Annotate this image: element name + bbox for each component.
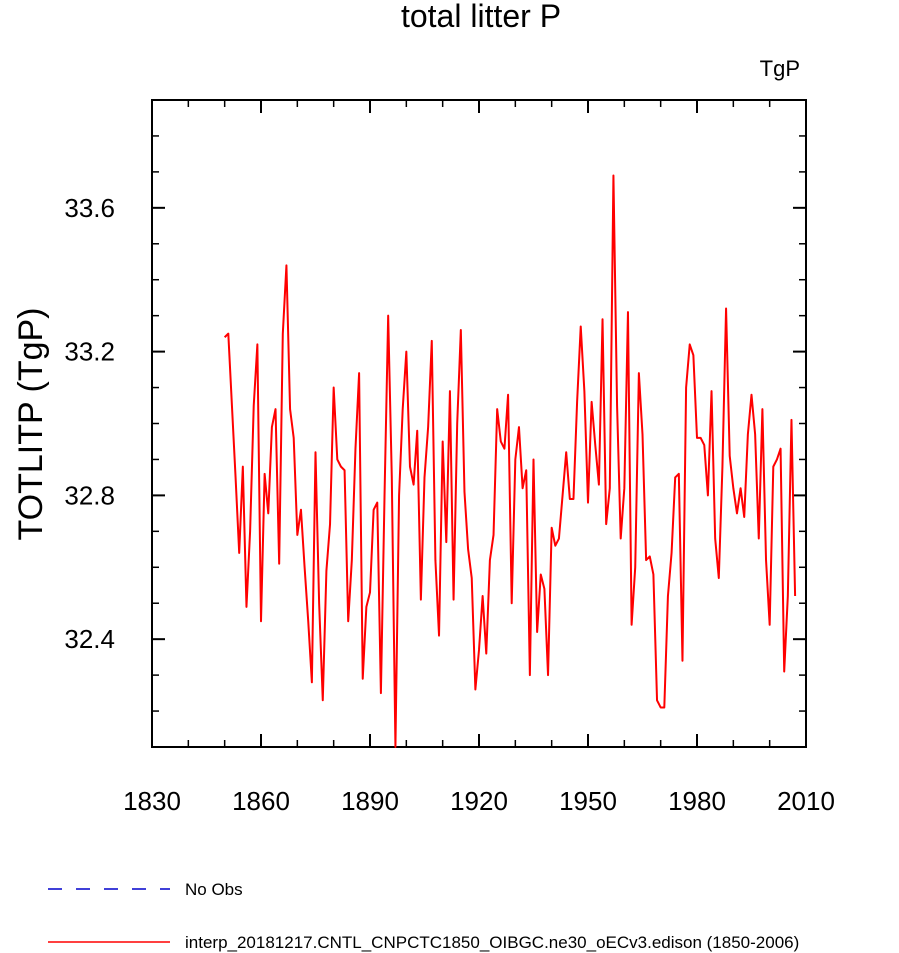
x-tick-label: 1920 <box>450 786 508 816</box>
x-tick-label: 1950 <box>559 786 617 816</box>
chart-title: total litter P <box>401 0 561 34</box>
legend-label: No Obs <box>185 880 243 899</box>
x-tick-label: 1890 <box>341 786 399 816</box>
x-tick-label: 1860 <box>232 786 290 816</box>
y-axis-label: TOTLITP (TgP) <box>12 307 50 540</box>
legend-label: interp_20181217.CNTL_CNPCTC1850_OIBGC.ne… <box>185 933 799 952</box>
x-tick-label: 2010 <box>777 786 835 816</box>
units-label: TgP <box>760 56 800 81</box>
y-tick-label: 32.4 <box>64 624 115 654</box>
y-tick-label: 33.6 <box>64 193 115 223</box>
data-series-line <box>223 174 797 748</box>
x-tick-label: 1830 <box>123 786 181 816</box>
x-tick-label: 1980 <box>668 786 726 816</box>
y-tick-label: 33.2 <box>64 337 115 367</box>
y-tick-label: 32.8 <box>64 480 115 510</box>
